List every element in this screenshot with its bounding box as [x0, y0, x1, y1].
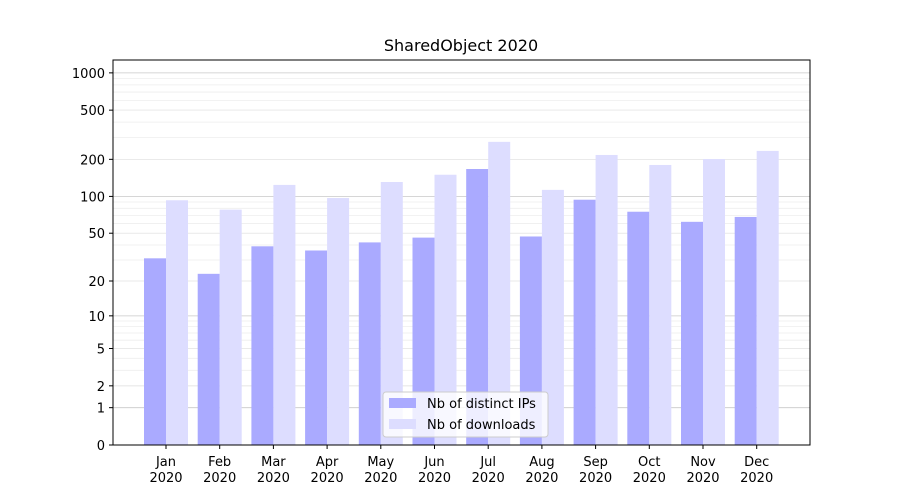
y-tick-label: 0	[97, 439, 105, 454]
bar	[756, 150, 779, 445]
legend-label: Nb of distinct IPs	[427, 397, 536, 412]
bar	[488, 141, 511, 445]
bar	[144, 258, 166, 445]
x-tick-label: Apr 2020	[311, 455, 344, 486]
bar	[573, 199, 596, 445]
x-tick-label: Oct 2020	[633, 455, 666, 486]
bar	[251, 246, 274, 445]
x-tick-label: Jun 2020	[418, 455, 451, 486]
bar	[649, 164, 672, 445]
y-tick-label: 200	[80, 153, 105, 168]
legend-label: Nb of downloads	[427, 418, 536, 433]
bar	[466, 169, 489, 445]
bar	[595, 154, 618, 445]
legend-swatch	[389, 398, 416, 408]
x-tick-label: May 2020	[364, 455, 397, 486]
bar	[273, 184, 296, 445]
bar	[197, 273, 220, 445]
bar	[327, 198, 350, 445]
y-tick-label: 5	[97, 342, 105, 357]
bar	[219, 209, 242, 445]
bar	[703, 159, 725, 445]
bar	[627, 211, 650, 445]
y-tick-label: 500	[80, 104, 105, 119]
x-tick-label: Nov 2020	[686, 455, 719, 486]
bar	[434, 174, 457, 445]
y-tick-label: 2	[97, 380, 105, 395]
x-tick-label: Dec 2020	[740, 455, 773, 486]
bar	[358, 242, 381, 445]
x-tick-label: Aug 2020	[525, 455, 558, 486]
x-tick-label: Feb 2020	[203, 455, 236, 486]
legend-swatch	[389, 419, 416, 429]
x-tick-label: Sep 2020	[579, 455, 612, 486]
y-tick-label: 10	[88, 310, 105, 325]
bar	[541, 189, 564, 445]
y-tick-label: 100	[80, 190, 105, 205]
bar	[166, 200, 188, 445]
legend: Nb of distinct IPs Nb of downloads	[382, 391, 549, 438]
axes-frame	[112, 59, 811, 446]
y-tick-label: 1	[97, 402, 105, 417]
y-tick-label: 20	[88, 275, 105, 290]
bar	[681, 221, 703, 445]
bar	[380, 181, 403, 445]
x-tick-label: Mar 2020	[257, 455, 290, 486]
x-tick-label: Jan 2020	[149, 455, 182, 486]
bar	[734, 216, 757, 445]
y-tick-label: 1000	[72, 67, 105, 82]
chart-title: SharedObject 2020	[384, 36, 538, 55]
legend-box	[382, 391, 549, 438]
y-tick-label: 50	[88, 227, 105, 242]
bar	[305, 250, 328, 445]
x-tick-label: Jul 2020	[472, 455, 505, 486]
